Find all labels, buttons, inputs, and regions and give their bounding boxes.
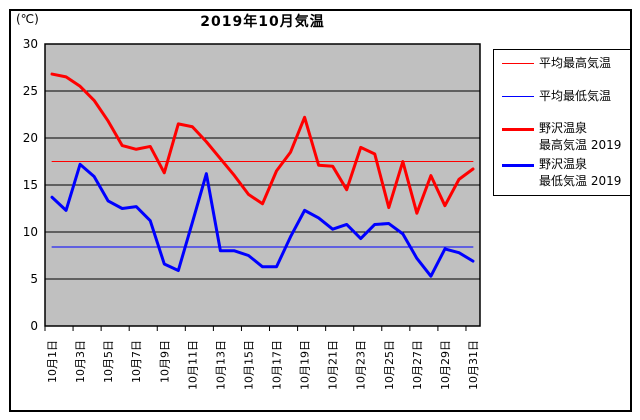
x-axis-tick-label: 10月3日 bbox=[74, 340, 87, 383]
legend-line-sample-avg-max bbox=[502, 63, 534, 64]
x-axis-tick-label: 10月23日 bbox=[355, 340, 368, 390]
x-axis-tick-label: 10月29日 bbox=[439, 340, 452, 390]
y-axis-tick-label: 5 bbox=[30, 272, 38, 286]
chart-title: 2019年10月気温 bbox=[200, 14, 325, 30]
y-axis-tick-label: 25 bbox=[23, 84, 38, 98]
x-axis-tick-label: 10月21日 bbox=[327, 340, 340, 390]
x-axis-tick-label: 10月9日 bbox=[158, 340, 171, 383]
legend-label-line: 最高気温 2019 bbox=[539, 138, 622, 152]
legend-item-2019-max: 野沢温泉 最高気温 2019 bbox=[502, 120, 628, 154]
legend-label: 平均最低気温 bbox=[539, 88, 611, 105]
y-axis-unit-label: (℃) bbox=[16, 12, 39, 26]
legend-label-line: 野沢温泉 bbox=[539, 121, 588, 135]
x-axis-tick-label: 10月27日 bbox=[411, 340, 424, 390]
x-axis-tick-label: 10月13日 bbox=[214, 340, 227, 390]
legend-label-line: 最低気温 2019 bbox=[539, 174, 622, 188]
x-axis-tick-label: 10月5日 bbox=[102, 340, 115, 383]
legend-line-sample-2019-max bbox=[502, 128, 534, 131]
legend-label-line: 野沢温泉 bbox=[539, 157, 588, 171]
y-axis-tick-label: 20 bbox=[23, 131, 38, 145]
x-axis-tick-label: 10月17日 bbox=[271, 340, 284, 390]
legend: 平均最高気温 平均最低気温 野沢温泉 最高気温 2019 野沢温泉 最低気温 2… bbox=[493, 49, 631, 196]
series-line-3 bbox=[50, 162, 475, 278]
legend-label: 野沢温泉 最高気温 2019 bbox=[539, 120, 621, 154]
legend-label: 平均最高気温 bbox=[539, 55, 611, 72]
x-axis-tick-label: 10月1日 bbox=[46, 340, 59, 383]
x-axis-tick-label: 10月25日 bbox=[383, 340, 396, 390]
legend-label-line: 平均最低気温 bbox=[539, 89, 612, 103]
y-axis-tick-label: 30 bbox=[23, 37, 38, 51]
y-axis-tick-label: 0 bbox=[30, 319, 38, 333]
series-line-2 bbox=[50, 72, 475, 215]
legend-line-sample-avg-min bbox=[502, 96, 534, 97]
legend-label-line: 平均最高気温 bbox=[539, 56, 612, 70]
x-axis-tick-label: 10月11日 bbox=[186, 340, 199, 390]
legend-item-2019-min: 野沢温泉 最低気温 2019 bbox=[502, 156, 628, 190]
legend-label: 野沢温泉 最低気温 2019 bbox=[539, 156, 621, 190]
legend-item-avg-min: 平均最低気温 bbox=[502, 88, 628, 105]
legend-item-avg-max: 平均最高気温 bbox=[502, 55, 628, 72]
x-axis-tick-label: 10月7日 bbox=[130, 340, 143, 383]
y-axis-tick-label: 15 bbox=[23, 178, 38, 192]
x-axis-tick-label: 10月15日 bbox=[242, 340, 255, 390]
legend-line-sample-2019-min bbox=[502, 164, 534, 167]
y-axis-tick-label: 10 bbox=[23, 225, 38, 239]
x-axis-tick-label: 10月31日 bbox=[467, 340, 480, 390]
x-axis-tick-label: 10月19日 bbox=[299, 340, 312, 390]
